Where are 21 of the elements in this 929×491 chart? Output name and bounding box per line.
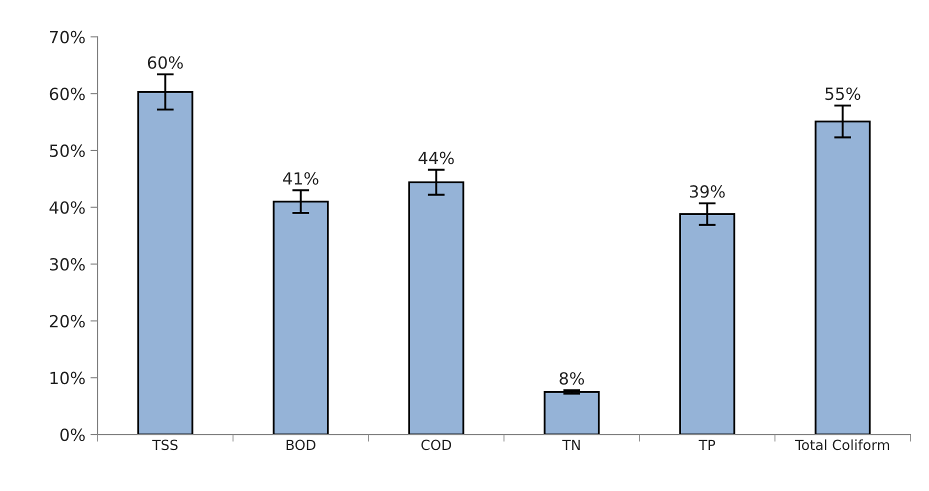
x-tick-label: Total Coliform [795,439,890,450]
y-tick-label: 30% [50,258,85,271]
data-label: 44% [418,152,454,164]
data-label: 8% [560,372,584,385]
y-tick-label: 60% [50,88,85,100]
y-tick-label: 20% [50,314,85,328]
y-tick-label: 70% [50,30,85,44]
data-label: 55% [825,87,860,100]
y-tick-label: 0% [60,428,85,442]
y-tick-label: 40% [50,201,85,214]
x-tick-label: TN [562,440,580,450]
x-tick-label: BOD [286,440,316,450]
bar [544,391,600,435]
data-label: 41% [283,172,318,185]
y-tick-label: 10% [50,372,85,384]
x-tick-label: TSS [152,440,178,450]
x-tick-label: TP [698,440,716,450]
data-label: 39% [690,185,725,198]
x-tick-label: COD [421,440,452,450]
y-tick-label: 50% [50,144,85,158]
data-label: 60% [148,56,183,69]
